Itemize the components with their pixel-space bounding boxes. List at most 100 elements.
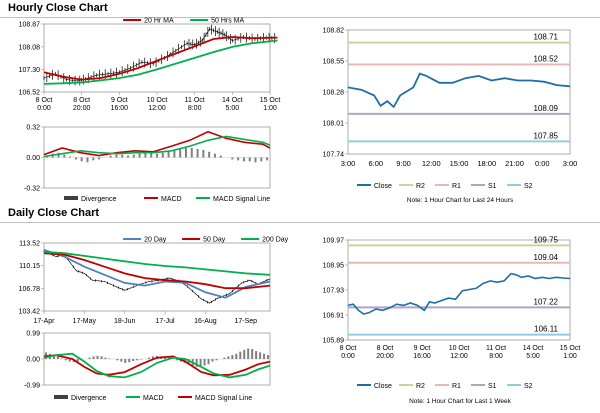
daily-ma-xtick-label: 18-Jun bbox=[114, 318, 136, 325]
daily-ma-series-20-day bbox=[43, 249, 271, 299]
hourly-pivot-ytick-label: 108.82 bbox=[323, 28, 345, 35]
hourly-pivot-xtick-label: 21:00 bbox=[505, 159, 524, 168]
hourly-pivot-xtick-label: 6:00 bbox=[368, 159, 383, 168]
hourly-pivot-legend-label: R1 bbox=[452, 183, 461, 190]
daily-pivot-legend-label: Close bbox=[374, 383, 392, 390]
daily-pivot-level-label: 107.22 bbox=[534, 297, 559, 306]
daily-ma-frame bbox=[43, 242, 271, 312]
daily-ma-xtick-label: 17-Apr bbox=[33, 318, 55, 325]
daily-pivot-legend-label: R1 bbox=[452, 383, 461, 390]
hourly-ma-xtick-label: 16:00 bbox=[111, 105, 129, 112]
daily-pivot-ytick-label: 105.89 bbox=[323, 338, 345, 345]
hourly-macd-legend-label: MACD Signal Line bbox=[213, 196, 270, 203]
daily-pivot-legend-label: S1 bbox=[488, 383, 497, 390]
daily-pivot-xtick-label: 20:00 bbox=[376, 353, 394, 360]
hourly-section-title: Hourly Close Chart bbox=[8, 2, 108, 14]
hourly-pivot-xtick-label: 18:00 bbox=[477, 159, 496, 168]
hourly-ma-xtick-label: 0:00 bbox=[37, 105, 51, 112]
daily-pivot-xtick-label: 8:00 bbox=[489, 353, 503, 360]
hourly-pivot-xtick-label: 3:00 bbox=[341, 159, 356, 168]
hourly-pivot-xtick-label: 9:00 bbox=[396, 159, 411, 168]
daily-pivot-xtick-label: 11 Oct bbox=[486, 345, 506, 352]
hourly-macd-ytick-label: 0.32 bbox=[26, 125, 40, 132]
hourly-ma-xtick-label: 9 Oct bbox=[111, 97, 128, 104]
hourly-pivot-ytick-label: 107.74 bbox=[323, 152, 345, 159]
daily-pivot-level-label: 109.04 bbox=[534, 253, 559, 262]
daily-macd-series-macd-signal-line bbox=[43, 352, 271, 379]
hourly-ma-price-bar-line bbox=[43, 28, 278, 82]
daily-macd-ytick-label: -0.99 bbox=[24, 383, 40, 390]
hourly-pivot-level-label: 107.85 bbox=[534, 131, 559, 140]
hourly-ma-xtick-label: 11 Oct bbox=[185, 97, 205, 104]
daily-pivot-xtick-label: 8 Oct bbox=[340, 345, 357, 352]
hourly-ma-ytick-label: 106.52 bbox=[19, 90, 41, 97]
daily-section-rule bbox=[0, 222, 600, 223]
hourly-pivot-legend-label: S1 bbox=[488, 183, 497, 190]
hourly-pivot-note: Note: 1 Hour Chart for Last 24 Hours bbox=[407, 197, 514, 204]
daily-ma-ytick-label: 106.78 bbox=[19, 286, 41, 293]
hourly-pivot-legend-label: S2 bbox=[524, 183, 533, 190]
daily-ma-series-50-day bbox=[43, 252, 271, 290]
daily-pivot-legend-label: R2 bbox=[416, 383, 425, 390]
hourly-pivot-level-label: 108.52 bbox=[534, 54, 559, 63]
hourly-ma-xtick-label: 8:00 bbox=[188, 105, 202, 112]
daily-pivot-xtick-label: 14 Oct bbox=[523, 345, 544, 352]
hourly-pivot-level-label: 108.71 bbox=[534, 33, 559, 42]
hourly-ma-legend-label: 20 Hr MA bbox=[144, 18, 174, 25]
daily-macd-legend-label: MACD Signal Line bbox=[195, 395, 252, 402]
hourly-ma-legend-label: 50 Hrs MA bbox=[211, 18, 244, 25]
hourly-ma-ytick-label: 107.30 bbox=[19, 67, 41, 74]
hourly-ma-xtick-label: 20:00 bbox=[73, 105, 91, 112]
daily-section-title: Daily Close Chart bbox=[8, 207, 100, 219]
hourly-macd-legend-swatch bbox=[64, 196, 78, 200]
hourly-ma-series-20-hr-ma bbox=[43, 36, 278, 81]
daily-pivot-note: Note: 1 Hour Chart for Last 1 Week bbox=[409, 398, 512, 405]
daily-macd-legend-label: Divergence bbox=[71, 395, 107, 402]
hourly-pivot-xtick-label: 12:00 bbox=[422, 159, 441, 168]
daily-ma-xtick-label: 17-May bbox=[73, 318, 97, 325]
daily-macd-ytick-label: 0.00 bbox=[26, 357, 40, 364]
daily-ma-xtick-label: 16-Aug bbox=[194, 318, 217, 325]
daily-ma-legend-label: 20 Day bbox=[144, 237, 167, 244]
hourly-pivot-ytick-label: 108.01 bbox=[323, 121, 345, 128]
hourly-pivot-xtick-label: 3:00 bbox=[563, 159, 578, 168]
daily-pivot-xtick-label: 5:00 bbox=[526, 353, 540, 360]
daily-pivot-close-line bbox=[347, 272, 571, 315]
daily-pivot-xtick-label: 8 Oct bbox=[377, 345, 394, 352]
daily-pivot-ytick-label: 108.95 bbox=[323, 263, 345, 270]
daily-pivot-xtick-label: 1:00 bbox=[563, 353, 577, 360]
hourly-ma-xtick-label: 8 Oct bbox=[73, 97, 90, 104]
daily-ma-ytick-label: 110.15 bbox=[19, 263, 40, 270]
daily-ma-series-200-day bbox=[43, 251, 271, 276]
daily-ma-legend-label: 50 Day bbox=[203, 237, 226, 244]
hourly-macd-series-macd bbox=[43, 130, 271, 157]
hourly-pivot-ytick-label: 108.55 bbox=[323, 59, 345, 66]
hourly-pivot-level-label: 108.09 bbox=[534, 104, 559, 113]
daily-ma-xtick-label: 17-Sep bbox=[234, 318, 257, 325]
hourly-pivot-legend-label: Close bbox=[374, 183, 392, 190]
hourly-pivot-xtick-label: 0:00 bbox=[535, 159, 550, 168]
daily-macd-legend-swatch bbox=[54, 395, 68, 399]
hourly-ma-xtick-label: 12:00 bbox=[148, 105, 166, 112]
daily-pivot-xtick-label: 9 Oct bbox=[414, 345, 431, 352]
daily-ma-legend-label: 200 Day bbox=[262, 237, 289, 244]
hourly-macd-legend-label: MACD bbox=[161, 196, 182, 203]
daily-ma-ytick-label: 113.52 bbox=[19, 241, 40, 248]
daily-pivot-level-label: 106.11 bbox=[534, 325, 558, 334]
hourly-ma-xtick-label: 15 Oct bbox=[260, 97, 281, 104]
hourly-pivot-close-line bbox=[347, 72, 571, 109]
daily-pivot-xtick-label: 0:00 bbox=[341, 353, 355, 360]
daily-pivot-legend-label: S2 bbox=[524, 383, 533, 390]
hourly-macd-ytick-label: -0.32 bbox=[24, 186, 40, 193]
hourly-macd-series-macd-signal-line bbox=[43, 135, 271, 158]
daily-pivot-xtick-label: 15 Oct bbox=[560, 345, 581, 352]
hourly-ma-ytick-label: 108.87 bbox=[19, 22, 41, 29]
hourly-ma-xtick-label: 14 Oct bbox=[222, 97, 243, 104]
hourly-pivot-ytick-label: 108.28 bbox=[323, 90, 345, 97]
hourly-ma-xtick-label: 1:00 bbox=[263, 105, 277, 112]
daily-pivot-ytick-label: 106.91 bbox=[323, 313, 345, 320]
daily-macd-legend-label: MACD bbox=[143, 395, 164, 402]
hourly-macd-legend-label: Divergence bbox=[81, 196, 117, 203]
daily-pivot-xtick-label: 12:00 bbox=[450, 353, 468, 360]
